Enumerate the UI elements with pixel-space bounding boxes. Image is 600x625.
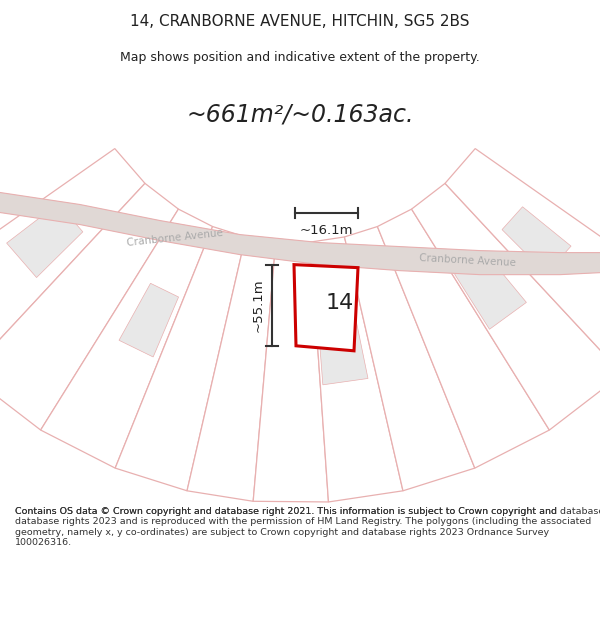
Text: Cranborne Avenue: Cranborne Avenue bbox=[419, 253, 517, 268]
Text: ~55.1m: ~55.1m bbox=[251, 278, 265, 332]
Polygon shape bbox=[294, 264, 358, 351]
Text: Cranborne Avenue: Cranborne Avenue bbox=[127, 228, 224, 248]
Polygon shape bbox=[318, 314, 368, 385]
Text: Contains OS data © Crown copyright and database right 2021. This information is : Contains OS data © Crown copyright and d… bbox=[15, 507, 591, 547]
Text: ~16.1m: ~16.1m bbox=[300, 224, 353, 237]
Polygon shape bbox=[377, 209, 550, 468]
Polygon shape bbox=[7, 204, 83, 278]
Polygon shape bbox=[455, 253, 526, 329]
Polygon shape bbox=[445, 149, 600, 374]
Polygon shape bbox=[310, 237, 403, 502]
Polygon shape bbox=[253, 242, 328, 502]
Polygon shape bbox=[0, 192, 600, 274]
Polygon shape bbox=[0, 192, 600, 274]
Polygon shape bbox=[0, 149, 145, 374]
Text: ~661m²/~0.163ac.: ~661m²/~0.163ac. bbox=[186, 102, 414, 126]
Polygon shape bbox=[412, 183, 600, 430]
Polygon shape bbox=[502, 207, 571, 274]
Text: Contains OS data © Crown copyright and database right 2021. This information is : Contains OS data © Crown copyright and d… bbox=[15, 507, 600, 516]
Polygon shape bbox=[119, 283, 179, 357]
Text: 14, CRANBORNE AVENUE, HITCHIN, SG5 2BS: 14, CRANBORNE AVENUE, HITCHIN, SG5 2BS bbox=[130, 14, 470, 29]
Polygon shape bbox=[187, 237, 276, 501]
Polygon shape bbox=[115, 226, 245, 491]
Text: Map shows position and indicative extent of the property.: Map shows position and indicative extent… bbox=[120, 51, 480, 64]
Polygon shape bbox=[41, 209, 212, 468]
Polygon shape bbox=[0, 183, 178, 430]
Polygon shape bbox=[344, 226, 475, 491]
Text: 14: 14 bbox=[326, 292, 354, 312]
